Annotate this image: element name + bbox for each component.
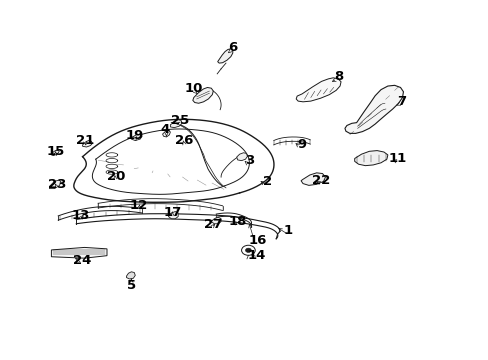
Text: 9: 9 bbox=[297, 138, 306, 150]
Polygon shape bbox=[170, 120, 182, 128]
Text: 2: 2 bbox=[263, 175, 272, 188]
Polygon shape bbox=[296, 78, 340, 102]
Text: 13: 13 bbox=[72, 210, 90, 222]
Circle shape bbox=[245, 248, 251, 252]
Text: 27: 27 bbox=[204, 218, 222, 231]
Text: 15: 15 bbox=[46, 145, 64, 158]
Polygon shape bbox=[236, 153, 247, 161]
Text: 3: 3 bbox=[244, 154, 253, 167]
Polygon shape bbox=[49, 180, 61, 189]
Text: 24: 24 bbox=[73, 254, 91, 267]
Text: 12: 12 bbox=[130, 199, 148, 212]
Polygon shape bbox=[162, 131, 170, 137]
Text: 6: 6 bbox=[228, 41, 237, 54]
Text: 10: 10 bbox=[184, 82, 203, 95]
Text: 26: 26 bbox=[175, 134, 193, 147]
Text: 4: 4 bbox=[161, 123, 170, 136]
Text: 7: 7 bbox=[396, 95, 405, 108]
Polygon shape bbox=[168, 212, 178, 219]
Polygon shape bbox=[131, 134, 142, 140]
Polygon shape bbox=[126, 272, 135, 279]
Polygon shape bbox=[51, 247, 107, 258]
Text: 22: 22 bbox=[312, 174, 330, 186]
Text: 18: 18 bbox=[228, 215, 246, 228]
Text: 5: 5 bbox=[126, 279, 136, 292]
Polygon shape bbox=[354, 150, 387, 166]
Text: 1: 1 bbox=[283, 224, 292, 237]
Text: 25: 25 bbox=[171, 114, 189, 127]
Text: 23: 23 bbox=[47, 178, 66, 191]
Text: 11: 11 bbox=[388, 152, 407, 165]
Polygon shape bbox=[217, 49, 232, 63]
Text: 20: 20 bbox=[106, 170, 125, 183]
Text: 21: 21 bbox=[76, 134, 95, 147]
Polygon shape bbox=[192, 87, 213, 103]
Polygon shape bbox=[301, 173, 325, 185]
Text: 19: 19 bbox=[125, 129, 143, 142]
Text: 8: 8 bbox=[334, 69, 343, 82]
Text: 14: 14 bbox=[247, 249, 266, 262]
Text: 17: 17 bbox=[163, 206, 181, 219]
Polygon shape bbox=[344, 85, 403, 134]
Polygon shape bbox=[82, 140, 92, 147]
Polygon shape bbox=[51, 150, 59, 156]
Text: 16: 16 bbox=[248, 234, 267, 247]
Polygon shape bbox=[211, 217, 221, 224]
